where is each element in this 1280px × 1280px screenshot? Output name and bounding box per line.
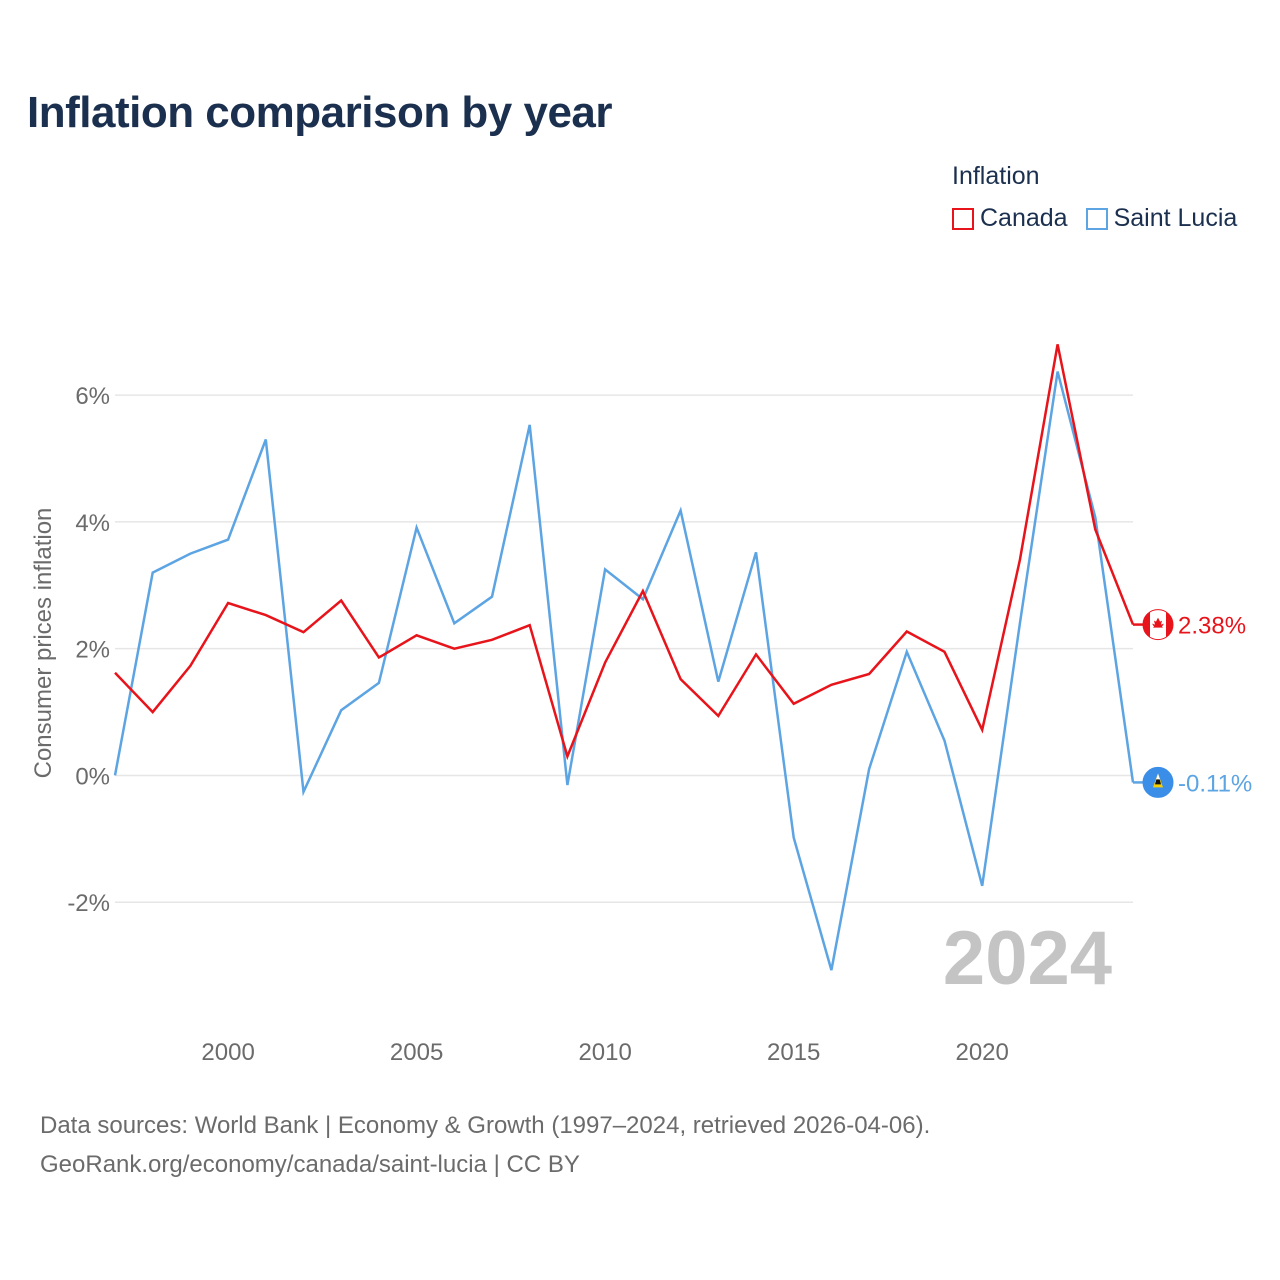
source-line-2[interactable]: GeoRank.org/economy/canada/saint-lucia |…: [40, 1151, 580, 1178]
series-line-canada[interactable]: [114, 344, 1135, 761]
chart-title: Inflation comparison by year: [27, 88, 613, 137]
y-tick-label: 0%: [75, 763, 110, 790]
source-line-1: Data sources: World Bank | Economy & Gro…: [40, 1112, 931, 1139]
legend-swatch-canada: [952, 207, 974, 230]
x-tick-labels: 2000 2005 2010 2015 2020: [201, 1039, 1008, 1066]
y-tick-label: 2%: [75, 637, 110, 664]
series-line-saint-lucia[interactable]: [113, 371, 1135, 971]
flag-band-right: [1166, 611, 1173, 638]
y-tick-labels: -2% 0% 2% 4% 6%: [67, 383, 110, 917]
flag-band-left: [1143, 611, 1150, 638]
source-note: Data sources: World Bank | Economy & Gro…: [40, 1106, 930, 1184]
x-tick-label: 2020: [955, 1039, 1008, 1066]
x-tick-label: 2015: [767, 1039, 820, 1066]
legend-swatch-saint-lucia: [1085, 207, 1108, 230]
legend-item-canada[interactable]: Canada: [952, 204, 1068, 233]
legend-label-saint-lucia: Saint Lucia: [1113, 204, 1238, 232]
y-axis-label: Consumer prices inflation: [30, 508, 57, 779]
y-tick-label: 4%: [75, 510, 110, 537]
end-value-label-saint-lucia: -0.11%: [1178, 770, 1252, 797]
flag-triangle-white: [1156, 773, 1160, 780]
x-tick-label: 2010: [578, 1039, 631, 1066]
y-tick-label: 6%: [75, 383, 110, 410]
y-tick-label: -2%: [67, 890, 110, 917]
gridlines: [115, 394, 1133, 903]
x-tick-label: 2005: [390, 1039, 443, 1066]
legend-item-saint-lucia[interactable]: Saint Lucia: [1085, 204, 1238, 233]
legend: Canada Saint Lucia: [952, 204, 1255, 233]
line-chart: -2% 0% 2% 4% 6% 2000 2005 2010 2015 2020 Consume…: [30, 344, 1252, 1066]
series-end-markers: -0.11% 2.38%: [1133, 609, 1252, 798]
maple-leaf-icon: [1152, 617, 1164, 632]
series-lines: [113, 344, 1135, 971]
end-value-label-canada: 2.38%: [1178, 613, 1246, 640]
year-watermark: 2024: [943, 916, 1112, 1001]
x-tick-label: 2000: [201, 1039, 254, 1066]
legend-title: Inflation: [952, 162, 1040, 190]
legend-label-canada: Canada: [980, 204, 1068, 232]
